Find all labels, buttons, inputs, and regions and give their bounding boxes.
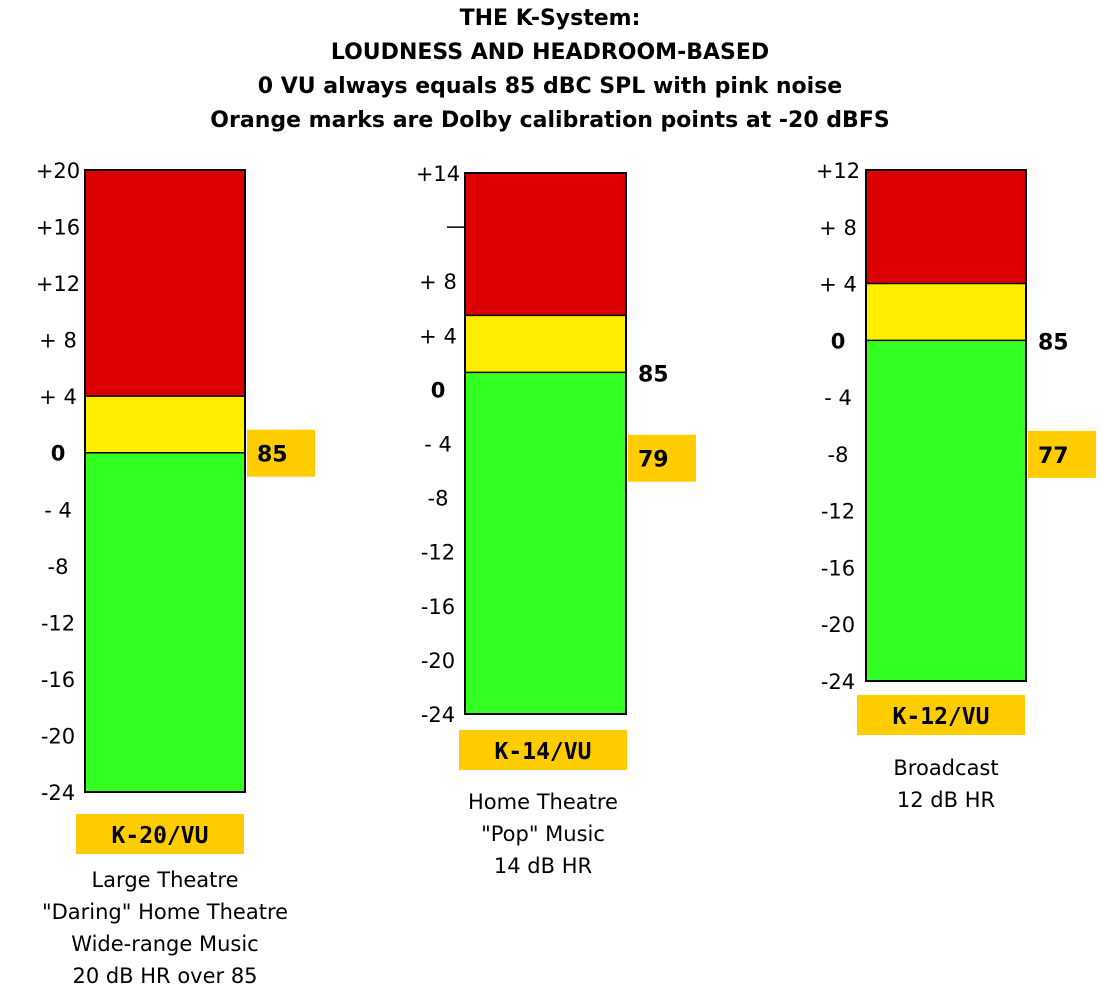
k12-tick-label: - 4	[824, 386, 852, 410]
k12-tick-label: + 4	[819, 273, 857, 297]
k14-tick-label: + 4	[419, 324, 457, 348]
k12-tick-label: -8	[828, 443, 849, 467]
k20-name-box	[76, 814, 244, 854]
k14-name-label: K-14/VU	[495, 739, 592, 765]
k12-green-zone	[866, 340, 1026, 681]
k14-zero-reference: 85	[638, 362, 669, 387]
k12-tick-label: 0	[831, 329, 846, 353]
k20-red-zone	[85, 170, 245, 397]
k20-tick-label: + 8	[39, 329, 77, 353]
k20-description-line: Wide-range Music	[71, 932, 259, 956]
k20-tick-label: 0	[51, 442, 66, 466]
k12-name-label: K-12/VU	[893, 704, 990, 730]
k12-meter-frame	[865, 169, 1027, 682]
k20-yellow-zone	[85, 396, 245, 453]
k12-tick-label: -20	[821, 613, 855, 637]
k20-tick-label: -16	[41, 668, 75, 692]
k14-red-zone	[465, 173, 626, 316]
k14-description-line: Home Theatre	[468, 790, 618, 814]
k14-green-zone	[465, 372, 626, 714]
title-line-1: THE K-System:	[459, 6, 641, 31]
k20-tick-label: -12	[41, 611, 75, 635]
k12-tick-label: + 8	[819, 216, 857, 240]
k14-tick-label: -24	[421, 703, 455, 727]
k20-description: Large Theatre "Daring" Home Theatre Wide…	[0, 864, 330, 992]
k12-yellow-zone	[866, 283, 1026, 341]
k14-tick-label: -8	[428, 487, 449, 511]
k14-meter-frame	[464, 172, 627, 715]
k20-calibration-mark	[247, 429, 315, 477]
k14-calibration-mark	[628, 434, 696, 482]
k20-tick-label: - 4	[44, 498, 72, 522]
k20-description-line: 20 dB HR over 85	[72, 964, 258, 988]
k12-tick-label: -16	[821, 556, 855, 580]
title-line-2: LOUDNESS AND HEADROOM-BASED	[330, 40, 770, 65]
k12-tick-label: -12	[821, 500, 855, 524]
k14-tick-label: -12	[421, 541, 455, 565]
k20-tick-label: -24	[41, 781, 75, 805]
k20-tick-label: +16	[36, 216, 80, 240]
k12-red-zone	[866, 170, 1026, 284]
k14-description-line: "Pop" Music	[481, 822, 605, 846]
k20-tick-label: -20	[41, 724, 75, 748]
k20-tick-label: +20	[36, 159, 80, 183]
k12-name-box	[857, 695, 1025, 735]
k12-tick-label: +12	[816, 159, 860, 183]
k20-tick-label: + 4	[39, 385, 77, 409]
k12-calibration-mark	[1028, 430, 1096, 478]
title-line-3: 0 VU always equals 85 dBC SPL with pink …	[257, 74, 843, 99]
k14-tick-label: +14	[416, 162, 460, 186]
k14-calibration-label: 79	[638, 448, 669, 473]
k14-tick-label: - 4	[424, 433, 452, 457]
k12-tick-label: -24	[821, 670, 855, 694]
k14-tick-label: + 8	[419, 270, 457, 294]
k14-description-line: 14 dB HR	[493, 854, 593, 878]
k20-description-line: "Daring" Home Theatre	[41, 900, 289, 924]
k14-tick-label: -16	[421, 595, 455, 619]
k14-tick-label: -20	[421, 649, 455, 673]
title-line-4: Orange marks are Dolby calibration point…	[210, 108, 890, 133]
k20-description-line: Large Theatre	[91, 868, 239, 892]
k20-calibration-label: 85	[257, 443, 288, 468]
k20-tick-label: +12	[36, 272, 80, 296]
k12-zero-reference: 85	[1038, 330, 1069, 355]
k14-name-box	[459, 730, 627, 770]
k20-meter-frame	[84, 169, 246, 793]
k20-tick-label: -8	[48, 555, 69, 579]
k14-description: Home Theatre "Pop" Music 14 dB HR	[393, 786, 693, 882]
k14-yellow-zone	[465, 315, 626, 373]
k12-description-line: Broadcast	[893, 756, 999, 780]
k20-green-zone	[85, 452, 245, 792]
k14-tick-label: 0	[431, 378, 446, 402]
k12-description-line: 12 dB HR	[896, 788, 996, 812]
k20-name-label: K-20/VU	[112, 823, 209, 849]
k12-calibration-label: 77	[1038, 444, 1069, 469]
k12-description: Broadcast 12 dB HR	[796, 752, 1096, 816]
